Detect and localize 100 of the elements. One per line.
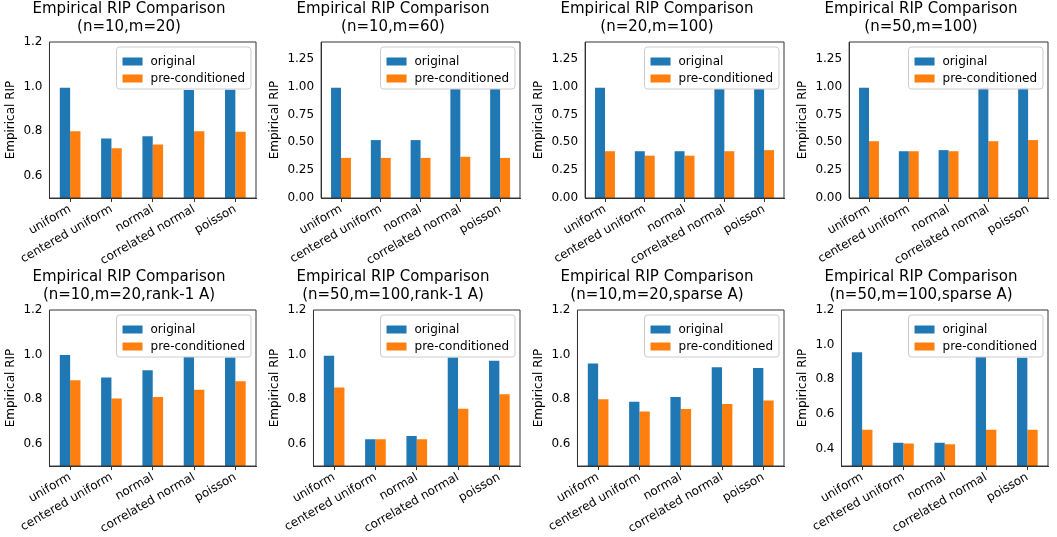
bar <box>764 150 775 199</box>
y-axis-title: Empirical RIP <box>795 80 810 160</box>
y-tick-label: 0.00 <box>287 190 315 205</box>
bar <box>380 157 391 199</box>
y-tick-label: 0.8 <box>23 123 43 138</box>
chart-subtitle: (n=50,m=100,rank-1 A) <box>302 284 484 303</box>
y-tick-label: 0.75 <box>551 106 579 121</box>
y-tick-label: 1.25 <box>287 50 315 65</box>
bar <box>1028 140 1039 199</box>
y-tick-label: 1.00 <box>815 78 843 93</box>
legend-label: original <box>678 321 724 336</box>
y-tick-label: 0.75 <box>287 106 315 121</box>
bar <box>674 151 685 199</box>
y-tick-label: 1.00 <box>551 78 579 93</box>
bar <box>869 141 879 199</box>
chart-subtitle: (n=10,m=20) <box>77 16 181 35</box>
y-tick-label: 1.2 <box>287 302 307 317</box>
legend-label: pre-conditioned <box>942 70 1037 85</box>
y-tick-label: 0.50 <box>815 134 843 149</box>
y-tick-label: 1.2 <box>23 302 43 317</box>
bar <box>898 151 909 199</box>
chart-title: Empirical RIP Comparison <box>32 266 226 285</box>
y-tick-label: 0.25 <box>551 162 579 177</box>
legend-label: original <box>150 53 196 68</box>
y-tick-label: 0.8 <box>287 391 307 406</box>
y-tick-label: 1.0 <box>287 346 307 361</box>
chart-title: Empirical RIP Comparison <box>560 0 754 17</box>
y-tick-label: 1.0 <box>23 346 43 361</box>
chart-subtitle: (n=10,m=60) <box>341 16 445 35</box>
bar <box>938 150 949 199</box>
y-axis-title: Empirical RIP <box>3 80 18 160</box>
y-tick-label: 0.50 <box>551 134 579 149</box>
bar <box>684 155 695 199</box>
legend-label: pre-conditioned <box>414 338 509 353</box>
y-tick-label: 0.6 <box>815 406 835 421</box>
y-axis-title: Empirical RIP <box>795 348 810 428</box>
chart-subtitle: (n=50,m=100,sparse A) <box>829 284 1013 303</box>
bar <box>410 140 421 199</box>
bar <box>331 87 342 199</box>
y-tick-label: 0.25 <box>815 162 843 177</box>
legend-label: pre-conditioned <box>678 338 773 353</box>
chart-subtitle: (n=10,m=20,sparse A) <box>570 284 744 303</box>
bar <box>988 141 999 199</box>
y-tick-label: 0.8 <box>815 371 835 386</box>
bar <box>490 88 501 199</box>
legend-label: pre-conditioned <box>942 338 1037 353</box>
y-tick-label: 0.4 <box>815 440 835 455</box>
y-tick-label: 1.25 <box>815 50 843 65</box>
bar <box>634 151 645 199</box>
y-tick-label: 1.2 <box>815 302 835 317</box>
y-tick-label: 0.00 <box>815 190 843 205</box>
chart-subtitle: (n=20,m=100) <box>600 16 714 35</box>
y-tick-label: 0.6 <box>23 167 43 182</box>
y-tick-label: 1.0 <box>815 336 835 351</box>
legend-label: original <box>678 53 724 68</box>
chart-title: Empirical RIP Comparison <box>824 266 1018 285</box>
y-tick-label: 1.2 <box>23 34 43 49</box>
chart-title: Empirical RIP Comparison <box>32 0 226 17</box>
chart-title: Empirical RIP Comparison <box>824 0 1018 17</box>
legend-label: original <box>942 53 988 68</box>
bar <box>1018 87 1029 199</box>
bar <box>724 151 735 199</box>
bar <box>341 157 351 199</box>
bar <box>370 140 381 199</box>
bar <box>908 151 919 199</box>
bar <box>420 157 431 199</box>
y-axis-title: Empirical RIP <box>531 80 546 160</box>
y-tick-label: 0.6 <box>23 435 43 450</box>
y-tick-label: 1.00 <box>287 78 315 93</box>
y-axis-title: Empirical RIP <box>531 348 546 428</box>
legend-label: pre-conditioned <box>150 70 245 85</box>
chart-subtitle: (n=50,m=100) <box>864 16 978 35</box>
y-axis-title: Empirical RIP <box>267 80 282 160</box>
legend-label: original <box>414 53 460 68</box>
legend-label: original <box>942 321 988 336</box>
bar <box>859 87 870 199</box>
bar <box>595 87 606 199</box>
chart-subtitle: (n=10,m=20,rank-1 A) <box>42 284 216 303</box>
legend-label: original <box>150 321 196 336</box>
bar <box>605 151 615 199</box>
chart-title: Empirical RIP Comparison <box>296 266 490 285</box>
bar <box>644 155 655 199</box>
legend-label: pre-conditioned <box>150 338 245 353</box>
legend-label: original <box>414 321 460 336</box>
y-tick-label: 0.75 <box>815 106 843 121</box>
bar <box>978 87 989 199</box>
y-tick-label: 0.00 <box>551 190 579 205</box>
y-tick-label: 1.25 <box>551 50 579 65</box>
y-tick-label: 1.0 <box>551 346 571 361</box>
bar <box>754 88 765 199</box>
bar <box>948 151 959 199</box>
y-tick-label: 0.8 <box>551 391 571 406</box>
bar <box>714 88 725 199</box>
chart-title: Empirical RIP Comparison <box>296 0 490 17</box>
y-tick-label: 1.0 <box>23 78 43 93</box>
legend-label: pre-conditioned <box>678 70 773 85</box>
y-tick-label: 0.8 <box>23 391 43 406</box>
legend-label: pre-conditioned <box>414 70 509 85</box>
chart-title: Empirical RIP Comparison <box>560 266 754 285</box>
y-tick-label: 0.6 <box>551 435 571 450</box>
